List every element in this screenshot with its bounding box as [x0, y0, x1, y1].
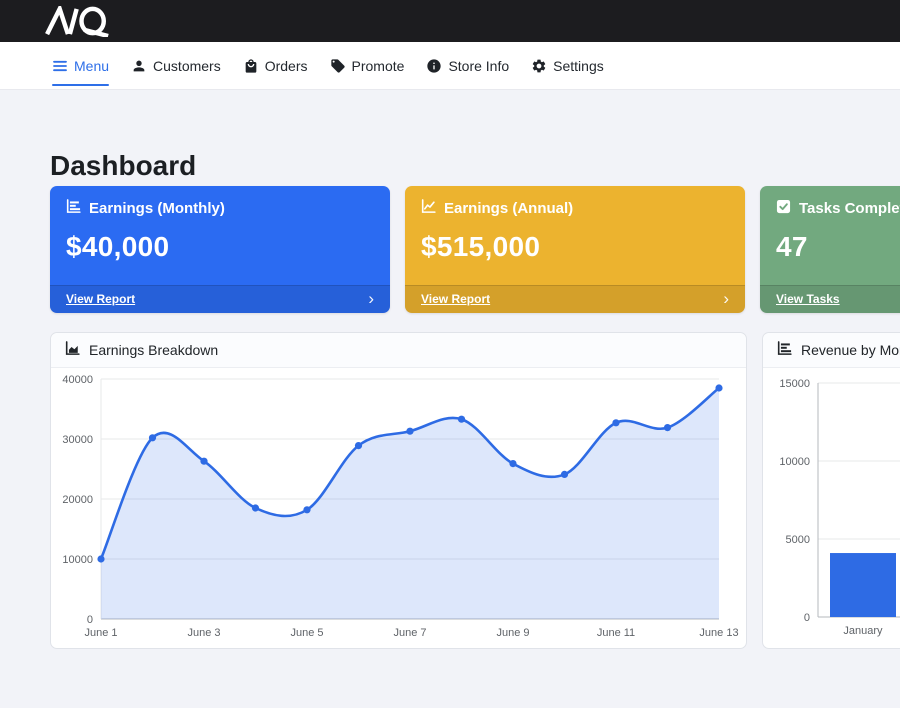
stat-cards-row: Earnings (Monthly) $40,000 View Report ›… [50, 185, 900, 313]
line-chart-icon [421, 198, 436, 218]
svg-text:0: 0 [804, 612, 810, 624]
stat-card-title: Tasks Completed [799, 199, 900, 217]
person-icon [131, 58, 147, 74]
nav-item-orders[interactable]: Orders [243, 42, 308, 89]
chart-title: Earnings Breakdown [89, 341, 219, 358]
stat-card-footer: View Report › [50, 284, 390, 313]
main-nav: Menu Customers Orders Promote Store Info… [0, 42, 900, 90]
revenue-by-month-card: Revenue by Month 0 5000 10000 15000 January [762, 331, 900, 649]
brand-logo-icon [45, 5, 109, 37]
hamburger-icon [52, 58, 68, 74]
stat-card-value: $40,000 [66, 230, 170, 262]
svg-text:June 5: June 5 [290, 627, 323, 639]
card-earnings-annual: Earnings (Annual) $515,000 View Report › [405, 185, 745, 313]
tag-icon [330, 58, 346, 74]
chevron-right-icon: › [723, 288, 729, 308]
svg-text:June 3: June 3 [187, 627, 220, 639]
svg-text:June 11: June 11 [597, 627, 635, 639]
gear-icon [531, 58, 547, 74]
shopping-bag-icon [243, 58, 259, 74]
stat-card-value: 47 [776, 230, 808, 262]
area-chart-icon [65, 340, 80, 359]
card-tasks-completed: Tasks Completed 47 View Tasks › [760, 185, 900, 313]
nav-item-menu[interactable]: Menu [52, 42, 110, 89]
info-circle-icon [426, 58, 442, 74]
svg-text:0: 0 [87, 614, 93, 626]
chart-card-header: Earnings Breakdown [51, 332, 746, 368]
stat-card-footer: View Tasks › [760, 284, 900, 313]
revenue-by-month-chart[interactable]: 0 5000 10000 15000 January [763, 368, 900, 648]
charts-row: Earnings Breakdown 0 10000 20000 30000 40000… [50, 331, 900, 649]
nav-item-label: Orders [264, 57, 308, 74]
bar-chart-icon [66, 198, 81, 218]
bar-chart-icon [777, 340, 792, 359]
svg-text:June 1: June 1 [84, 627, 117, 639]
check-square-icon [776, 199, 791, 218]
svg-text:30000: 30000 [62, 434, 93, 446]
earnings-breakdown-card: Earnings Breakdown 0 10000 20000 30000 40000… [50, 331, 747, 649]
nav-item-label: Promote [351, 57, 405, 74]
nav-item-label: Menu [74, 57, 110, 74]
chart-card-header: Revenue by Month [763, 332, 900, 368]
earnings-breakdown-chart[interactable]: 0 10000 20000 30000 40000 June 1 June 3 June 5 J… [51, 368, 746, 648]
svg-text:June 9: June 9 [496, 627, 529, 639]
svg-text:40000: 40000 [62, 374, 93, 386]
svg-text:15000: 15000 [779, 378, 810, 390]
topbar [0, 0, 900, 42]
nav-item-customers[interactable]: Customers [131, 42, 221, 89]
nav-item-settings[interactable]: Settings [531, 42, 604, 89]
stat-card-title: Earnings (Annual) [444, 199, 574, 217]
nav-item-label: Store Info [448, 57, 510, 74]
chart-title: Revenue by Month [801, 341, 900, 358]
view-report-link[interactable]: View Report [66, 291, 136, 306]
nav-item-label: Settings [553, 57, 604, 74]
nav-item-store-info[interactable]: Store Info [426, 42, 509, 89]
stat-card-title: Earnings (Monthly) [89, 199, 225, 217]
stat-card-footer: View Report › [405, 284, 745, 313]
brand-logo[interactable] [40, 5, 122, 37]
svg-text:June 7: June 7 [393, 627, 426, 639]
view-tasks-link[interactable]: View Tasks [776, 291, 840, 306]
page-title: Dashboard [50, 150, 197, 181]
svg-text:June 13: June 13 [699, 627, 738, 639]
card-earnings-monthly: Earnings (Monthly) $40,000 View Report › [50, 185, 390, 313]
nav-item-label: Customers [153, 57, 221, 74]
svg-text:January: January [843, 625, 883, 637]
svg-text:10000: 10000 [62, 554, 93, 566]
svg-text:20000: 20000 [62, 494, 93, 506]
svg-text:5000: 5000 [786, 534, 810, 546]
dashboard-page: Dashboard Earnings (Monthly) $40,000 Vie… [0, 90, 900, 649]
svg-text:10000: 10000 [779, 456, 810, 468]
chevron-right-icon: › [368, 288, 374, 308]
stat-card-value: $515,000 [421, 230, 541, 262]
view-report-link[interactable]: View Report [421, 291, 491, 306]
nav-item-promote[interactable]: Promote [330, 42, 405, 89]
